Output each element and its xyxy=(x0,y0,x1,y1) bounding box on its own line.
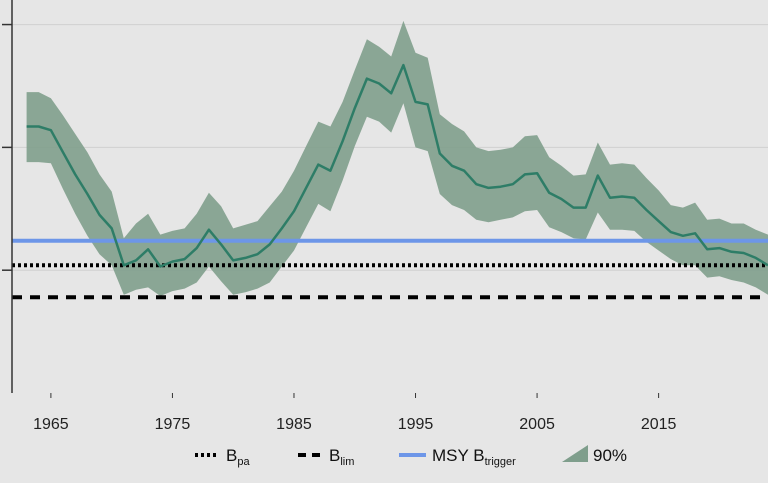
series-lines xyxy=(26,63,768,268)
confidence-band xyxy=(26,20,768,296)
x-axis-ticks: 1965 1975 1985 1995 2005 2015 xyxy=(33,393,677,433)
x-tick-label-1965: 1965 xyxy=(33,416,69,433)
legend-msy-label: MSY Btrigger xyxy=(432,446,516,468)
x-tick-label-1975: 1975 xyxy=(155,416,191,433)
legend-blim-label: Blim xyxy=(329,446,354,468)
legend-band-swatch xyxy=(562,445,588,462)
x-tick-label-2005: 2005 xyxy=(519,416,555,433)
y-axis xyxy=(2,0,13,393)
legend-band-label: 90% xyxy=(593,446,627,465)
band-area xyxy=(26,20,768,296)
x-tick-label-1995: 1995 xyxy=(398,416,434,433)
legend: Bpa Blim MSY Btrigger 90% xyxy=(195,445,627,468)
legend-bpa-label: Bpa xyxy=(226,446,250,468)
x-tick-label-1985: 1985 xyxy=(276,416,312,433)
x-tick-label-2015: 2015 xyxy=(641,416,677,433)
series-median-line xyxy=(26,63,768,268)
reference-lines xyxy=(12,238,768,300)
